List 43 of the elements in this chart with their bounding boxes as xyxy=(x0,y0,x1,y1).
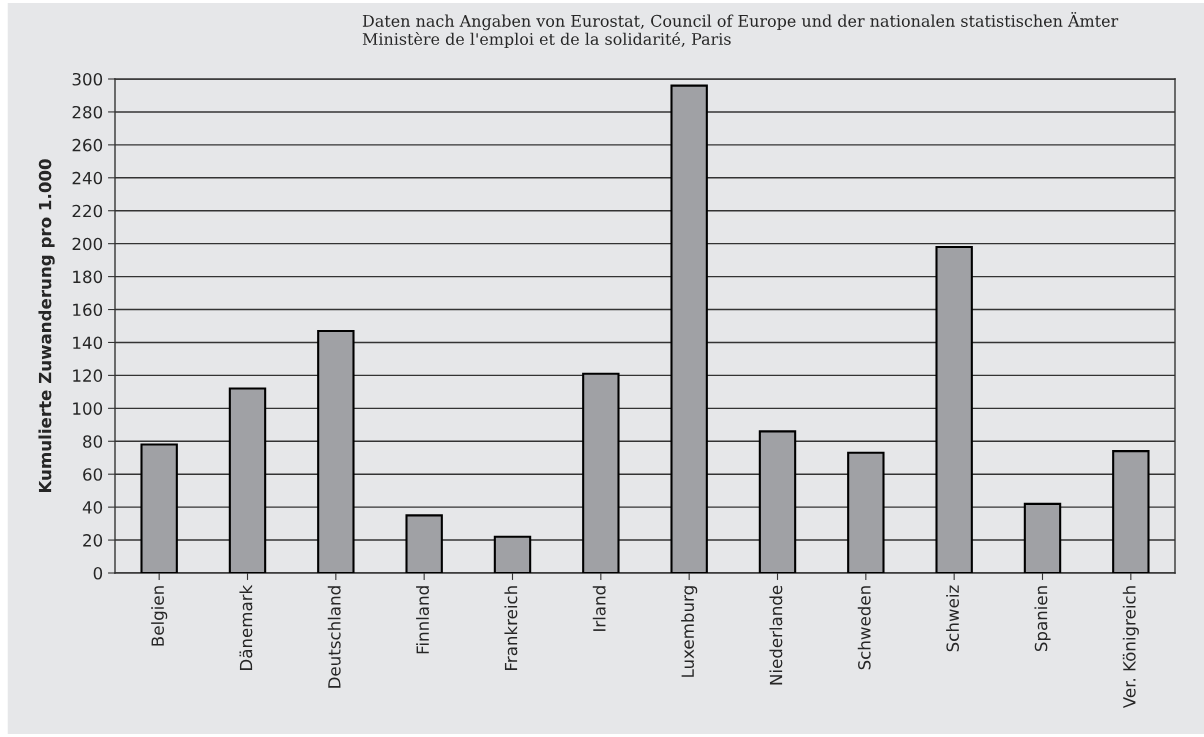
bar xyxy=(1023,502,1062,573)
bar xyxy=(228,387,267,573)
x-tick-label: Schweiz xyxy=(946,585,959,652)
bar xyxy=(935,245,973,573)
y-tick-label: 200 xyxy=(72,237,103,251)
y-tick-label: 240 xyxy=(72,171,103,185)
y-tick-label: 220 xyxy=(72,204,103,218)
bar xyxy=(1112,450,1150,573)
text: Daten nach Angaben von Eurostat, Council of Europe und der nationalen statistischen Ämter xyxy=(362,12,1119,31)
bar xyxy=(405,514,443,573)
x-tick-label: Dänemark xyxy=(239,584,253,670)
x-tick-label: Irland xyxy=(592,586,606,631)
x-tick-label: Belgien xyxy=(151,586,168,646)
y-axis-title: Kumulierte Zuwanderung pro 1.000 xyxy=(38,159,55,493)
y-tick-label: 160 xyxy=(73,303,103,317)
y-tick-label: 300 xyxy=(72,72,103,86)
bar xyxy=(140,443,178,573)
x-tick-label: Frankreich xyxy=(504,586,518,670)
y-tick-label: 180 xyxy=(73,270,103,284)
y-tick-label: 280 xyxy=(72,105,103,119)
y-tick-label: 260 xyxy=(72,138,103,152)
y-tick-label: 120 xyxy=(73,369,103,382)
text: Ministère de l'emploi et de la solidarité, Paris xyxy=(362,32,731,49)
bar xyxy=(847,451,885,573)
y-tick-label: 100 xyxy=(73,402,103,415)
x-tick-label: Luxemburg xyxy=(681,586,698,677)
bar xyxy=(582,372,620,573)
y-tick-label: 40 xyxy=(82,501,103,514)
y-tick-label: 20 xyxy=(83,534,103,547)
bar xyxy=(317,329,355,573)
x-tick-label: Ver. Königreich xyxy=(1122,586,1139,709)
x-tick-label: Spanien xyxy=(1034,586,1051,652)
bar xyxy=(670,84,708,573)
y-tick-label: 80 xyxy=(83,435,103,448)
y-tick-label: 60 xyxy=(83,468,103,481)
bar xyxy=(758,430,797,573)
y-tick-label: 0 xyxy=(93,566,103,580)
x-tick-label: Niederlande xyxy=(769,585,783,685)
bar xyxy=(493,535,532,573)
y-tick-label: 140 xyxy=(73,336,103,350)
x-tick-label: Finnland xyxy=(416,586,429,654)
x-tick-label: Schweden xyxy=(857,586,871,670)
x-tick-label: Deutschland xyxy=(327,586,341,688)
